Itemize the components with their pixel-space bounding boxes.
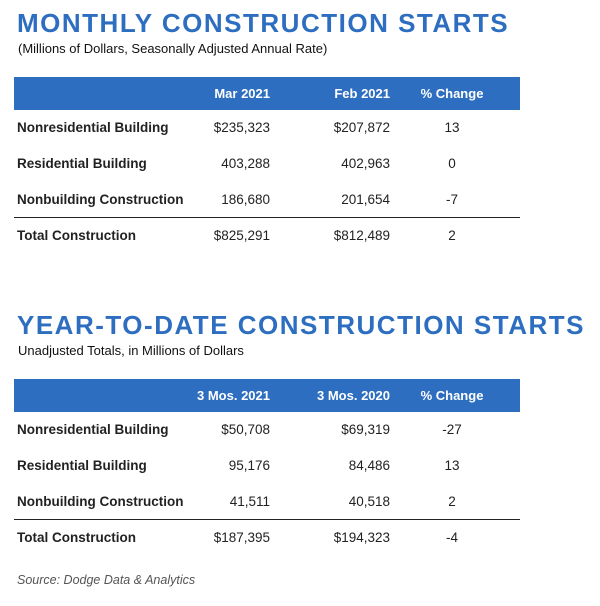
row-label: Nonbuilding Construction [17, 192, 184, 207]
table-subtitle: Unadjusted Totals, in Millions of Dollar… [18, 343, 244, 358]
table-cell: $50,708 [221, 422, 270, 437]
table-cell: 13 [444, 458, 460, 473]
row-label: Total Construction [17, 228, 136, 243]
table-cell: $69,319 [341, 422, 390, 437]
table-cell: 186,680 [221, 192, 270, 207]
table-cell: $194,323 [333, 530, 390, 545]
column-header: Feb 2021 [334, 86, 390, 101]
total-rule [14, 217, 520, 218]
table-cell: $825,291 [213, 228, 270, 243]
row-label: Nonresidential Building [17, 422, 169, 437]
table-cell: 41,511 [229, 494, 270, 509]
table-title: YEAR-TO-DATE CONSTRUCTION STARTS [17, 310, 585, 340]
column-header: 3 Mos. 2021 [197, 388, 270, 403]
table-cell: $187,395 [213, 530, 270, 545]
table-cell: 40,518 [348, 494, 390, 509]
table-cell: -27 [442, 422, 462, 437]
table-cell: $235,323 [213, 120, 270, 135]
column-header: % Change [420, 86, 484, 101]
table-cell: 2 [448, 494, 456, 509]
total-rule [14, 519, 520, 520]
table-cell: -7 [445, 192, 458, 207]
table-cell: 84,486 [348, 458, 390, 473]
row-label: Nonresidential Building [17, 120, 169, 135]
row-label: Total Construction [17, 530, 136, 545]
table-cell: 2 [448, 228, 456, 243]
row-label: Nonbuilding Construction [17, 494, 184, 509]
table-cell: 0 [448, 156, 456, 171]
table-cell: $207,872 [333, 120, 390, 135]
table-cell: $812,489 [333, 228, 390, 243]
row-label: Residential Building [17, 458, 147, 473]
table-cell: 403,288 [221, 156, 270, 171]
table-cell: 201,654 [341, 192, 390, 207]
table-title: MONTHLY CONSTRUCTION STARTS [17, 8, 510, 38]
column-header: 3 Mos. 2020 [317, 388, 390, 403]
column-header: % Change [420, 388, 484, 403]
table-cell: 95,176 [228, 458, 270, 473]
row-label: Residential Building [17, 156, 147, 171]
table-cell: -4 [445, 530, 458, 545]
column-header: Mar 2021 [214, 86, 270, 101]
header-bar [14, 379, 520, 412]
table-cell: 402,963 [341, 156, 390, 171]
source: Source: Dodge Data & Analytics [17, 573, 196, 587]
header-bar [14, 77, 520, 110]
table-cell: 13 [444, 120, 460, 135]
table-subtitle: (Millions of Dollars, Seasonally Adjuste… [18, 41, 328, 56]
